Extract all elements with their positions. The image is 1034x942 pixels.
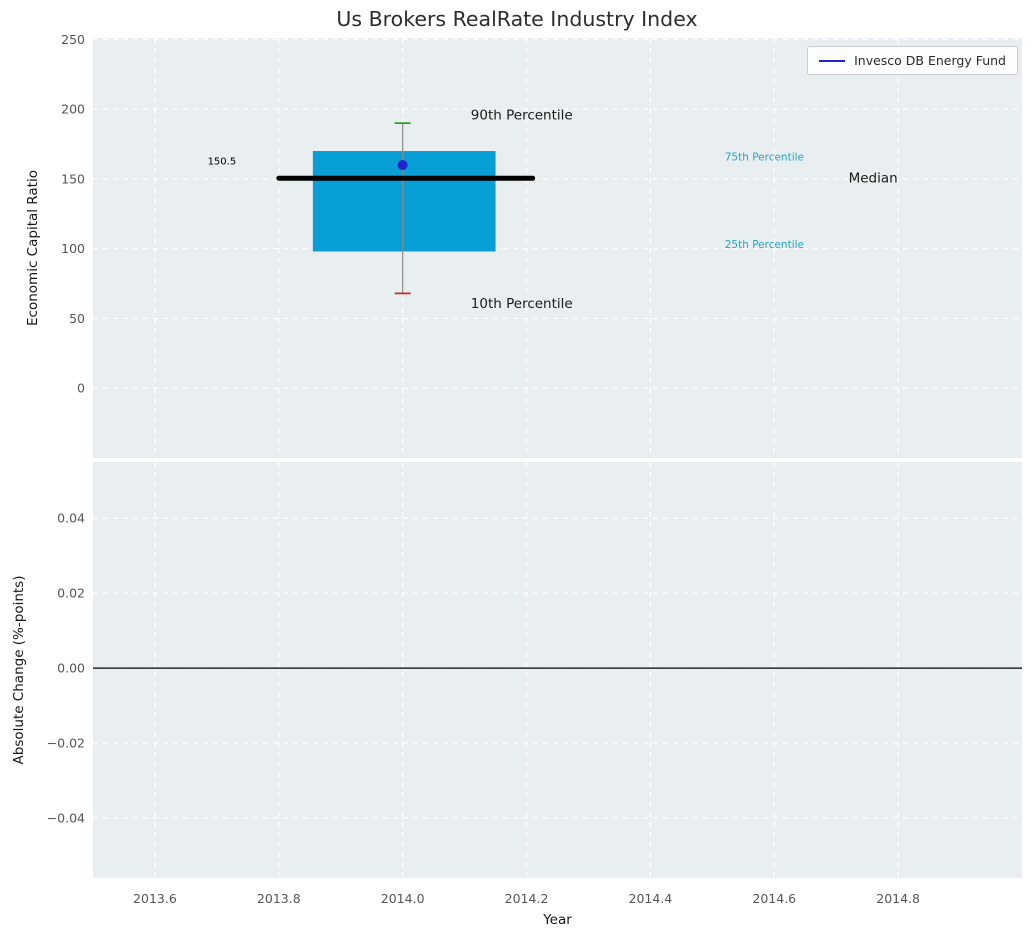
y-tick-label: 50 [69, 311, 85, 326]
y-tick-label: 0.00 [57, 661, 85, 676]
y-tick-label: 0.04 [57, 511, 85, 526]
bottom-y-axis-label: Absolute Change (%-points) [11, 575, 27, 765]
annotation: 150.5 [208, 156, 237, 167]
legend-label: Invesco DB Energy Fund [854, 53, 1006, 68]
x-tick-label: 2014.2 [505, 891, 549, 906]
x-tick-label: 2014.8 [876, 891, 920, 906]
annotation: 90th Percentile [471, 107, 573, 123]
y-tick-label: 0.02 [57, 586, 85, 601]
annotation: 25th Percentile [725, 239, 804, 251]
y-tick-label: 250 [61, 32, 85, 47]
legend: Invesco DB Energy Fund [807, 46, 1018, 75]
top-y-axis-label: Economic Capital Ratio [25, 170, 41, 326]
top-plot-area [93, 38, 1022, 458]
bottom-plot-area [93, 462, 1022, 878]
annotation: Median [849, 170, 898, 186]
fund-value-marker [397, 159, 408, 170]
x-tick-label: 2013.6 [133, 891, 177, 906]
y-tick-label: 100 [61, 241, 85, 256]
legend-line-swatch [819, 59, 846, 62]
x-tick-label: 2013.8 [257, 891, 301, 906]
y-tick-label: −0.04 [47, 811, 85, 826]
annotation: 10th Percentile [471, 296, 573, 312]
x-axis-label: Year [543, 912, 572, 928]
y-tick-label: −0.02 [47, 736, 85, 751]
x-tick-label: 2014.4 [629, 891, 673, 906]
y-tick-label: 200 [61, 102, 85, 117]
x-tick-label: 2014.0 [381, 891, 425, 906]
x-tick-label: 2014.6 [752, 891, 796, 906]
y-tick-label: 0 [77, 381, 85, 396]
annotation: 75th Percentile [725, 151, 804, 163]
chart-title: Us Brokers RealRate Industry Index [336, 7, 698, 31]
y-tick-label: 150 [61, 171, 85, 186]
